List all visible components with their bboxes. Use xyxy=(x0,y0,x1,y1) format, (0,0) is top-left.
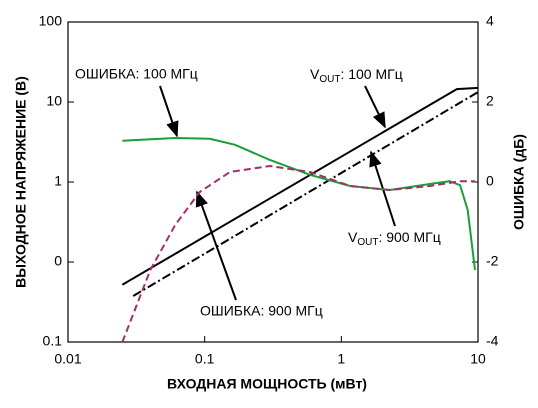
annotation-sub: OUT xyxy=(319,74,340,85)
y2-tick-label: -2 xyxy=(486,253,499,269)
annotation-text: : 100 МГц xyxy=(340,66,402,82)
x-tick-label: 0.1 xyxy=(195,351,215,367)
arrow xyxy=(364,85,386,129)
annotation-text: : 900 МГц xyxy=(378,229,440,245)
annotation: VOUT: 900 МГц xyxy=(348,229,441,248)
annotation-text: V xyxy=(310,66,320,82)
annotation: ОШИБКА: 100 МГц xyxy=(75,66,198,82)
x-tick-label: 1 xyxy=(337,351,345,367)
y2-axis-title: ОШИБКА (дБ) xyxy=(511,134,527,230)
y-tick-label: 10 xyxy=(46,93,62,109)
arrow xyxy=(159,85,179,138)
annotation: ОШИБКА: 900 МГц xyxy=(200,303,323,319)
x-axis-title: ВХОДНАЯ МОЩНОСТЬ (мВт) xyxy=(167,376,367,392)
line-series xyxy=(121,86,479,286)
y-tick-label: 0.1 xyxy=(43,333,63,349)
line-series xyxy=(122,136,476,271)
annotation-text: V xyxy=(348,229,358,245)
y2-tick-label: 2 xyxy=(486,93,494,109)
x-tick-label: 10 xyxy=(470,351,486,367)
annotation: VOUT: 100 МГц xyxy=(310,66,403,85)
y-axis-title: ВЫХОДНОЕ НАПРЯЖЕНИЕ (В) xyxy=(13,76,29,288)
line-series xyxy=(121,164,475,343)
y2-tick-label: 4 xyxy=(486,13,494,29)
y-tick-label: 100 xyxy=(39,13,63,29)
annotation-sub: OUT xyxy=(357,237,378,248)
y2-tick-label: -4 xyxy=(486,333,499,349)
x-tick-label: 0.01 xyxy=(54,351,81,367)
y-tick-label: 1 xyxy=(54,173,62,189)
y2-tick-label: 0 xyxy=(486,173,494,189)
y-tick-label: 0 xyxy=(54,253,62,269)
line-series xyxy=(132,91,479,297)
